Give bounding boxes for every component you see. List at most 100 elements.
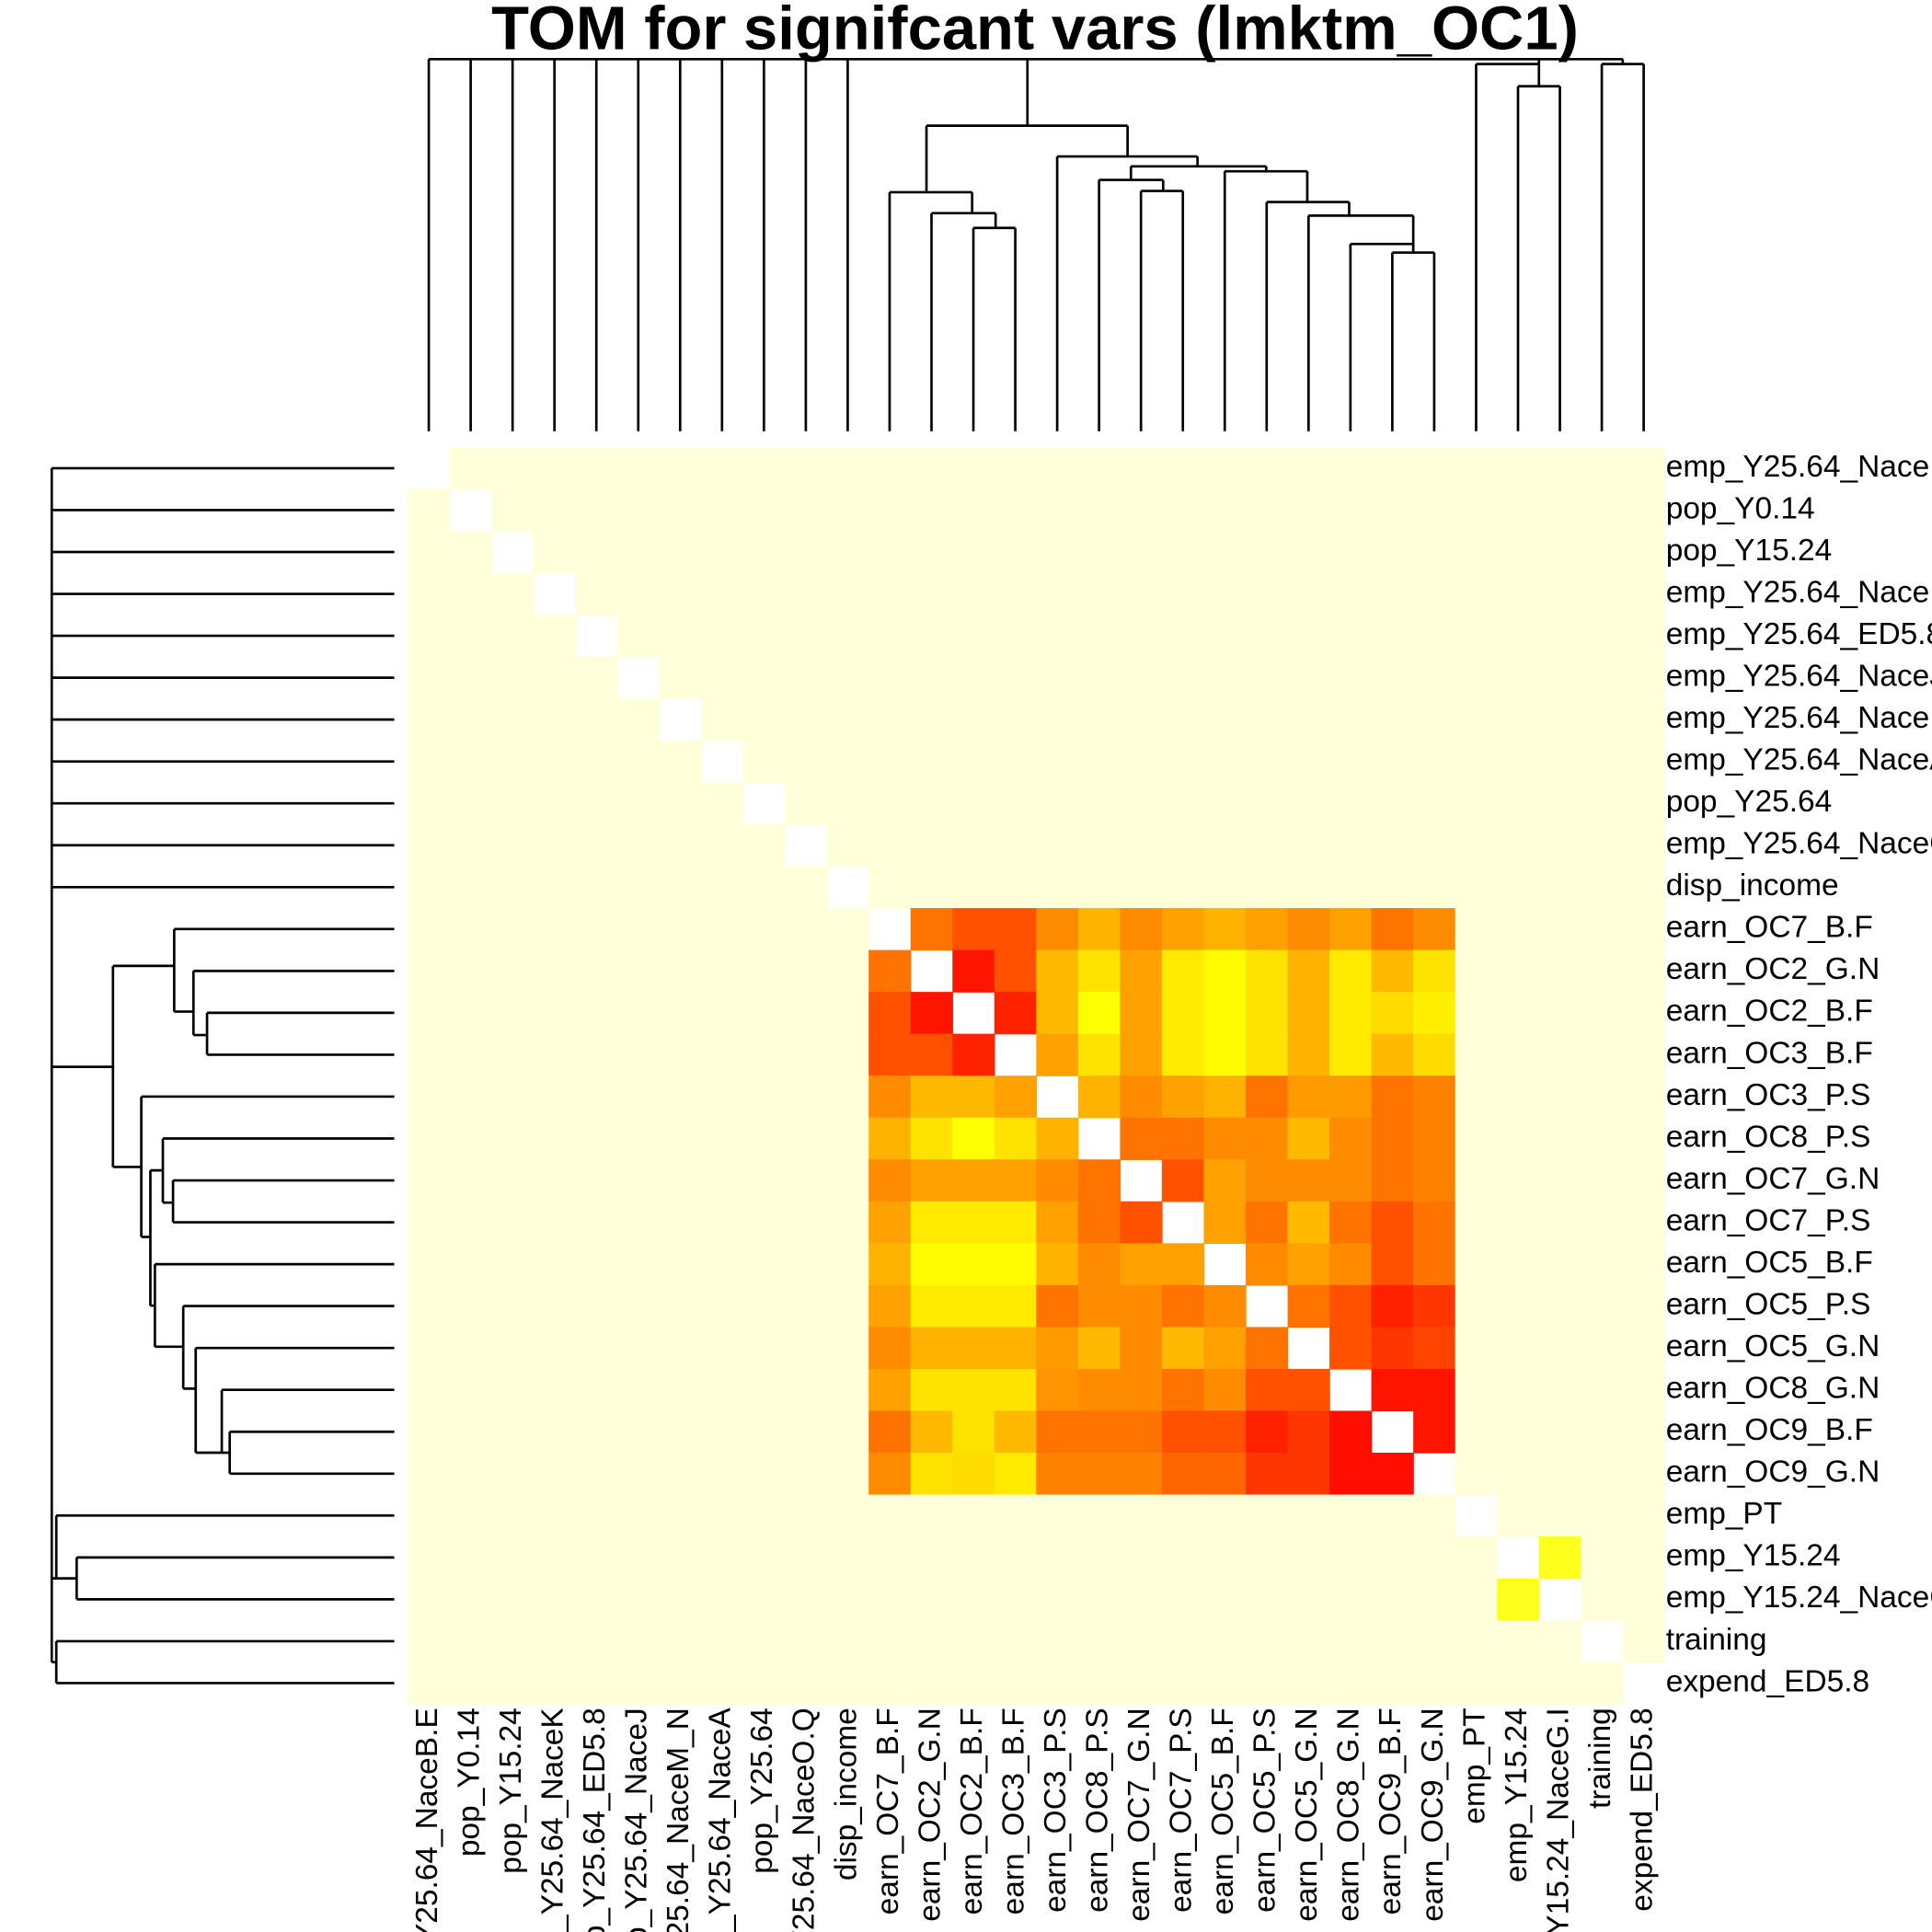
heatmap-cell: [1581, 1201, 1624, 1245]
heatmap-cell: [449, 949, 493, 993]
heatmap-cell: [533, 1201, 577, 1245]
row-label: earn_OC9_B.F: [1666, 1413, 1873, 1447]
heatmap-cell: [1622, 1453, 1666, 1496]
heatmap-cell: [826, 489, 869, 532]
heatmap-cell: [659, 1284, 702, 1328]
heatmap-cell: [994, 1662, 1038, 1705]
heatmap-cell: [1455, 1075, 1498, 1119]
heatmap-cell: [449, 1117, 493, 1160]
heatmap-cell: [1538, 1159, 1581, 1202]
heatmap-cell: [1371, 1033, 1414, 1076]
heatmap-cell: [1287, 782, 1330, 825]
heatmap-cell: [952, 782, 995, 825]
heatmap-cell: [1287, 656, 1330, 700]
heatmap-cell: [1036, 531, 1079, 574]
heatmap-cell: [533, 1453, 577, 1496]
heatmap-cell: [408, 1578, 451, 1621]
heatmap-cell: [910, 1578, 953, 1621]
heatmap-cell: [1329, 992, 1373, 1035]
heatmap-cell: [910, 1159, 953, 1202]
heatmap-cell: [1622, 992, 1666, 1035]
row-label: training: [1666, 1623, 1767, 1657]
heatmap-cell: [994, 1494, 1038, 1537]
heatmap-cell: [1538, 866, 1581, 909]
heatmap-cell: [1036, 1243, 1079, 1286]
heatmap-cell: [1622, 1201, 1666, 1245]
heatmap-cell: [1287, 1453, 1330, 1496]
heatmap-cell: [1161, 1243, 1205, 1286]
heatmap-cell: [1413, 992, 1456, 1035]
heatmap-cell: [616, 1201, 661, 1245]
heatmap-cell: [408, 1117, 451, 1160]
heatmap-cell: [449, 447, 493, 490]
heatmap-cell: [1497, 866, 1540, 909]
column-label: emp_Y15.24_NaceG.I: [1541, 1708, 1575, 1932]
heatmap-cell: [659, 866, 702, 909]
heatmap-cell: [575, 1536, 618, 1580]
heatmap-cell: [1077, 1033, 1121, 1076]
heatmap-cell: [1413, 1368, 1456, 1412]
column-label: earn_OC7_P.S: [1165, 1708, 1199, 1913]
heatmap-cell: [1161, 1620, 1205, 1663]
heatmap-cell: [952, 1453, 995, 1496]
heatmap-cell: [742, 1578, 786, 1621]
heatmap-cell: [1203, 1368, 1247, 1412]
heatmap-cell: [1455, 1620, 1498, 1663]
heatmap-cell: [952, 1536, 995, 1580]
heatmap-cell: [1077, 1368, 1121, 1412]
heatmap-cell: [1246, 908, 1289, 951]
heatmap-cell: [1120, 1662, 1163, 1705]
heatmap-cell: [1413, 489, 1456, 532]
heatmap-cell: [1120, 615, 1163, 658]
column-label: expend_ED5.8: [1625, 1708, 1659, 1911]
heatmap-cell: [533, 1159, 577, 1202]
heatmap-cell: [868, 992, 912, 1035]
heatmap-cell: [952, 531, 995, 574]
heatmap-cell: [1581, 1368, 1624, 1412]
heatmap-cell: [449, 1453, 493, 1496]
heatmap-cell: [491, 1662, 535, 1705]
heatmap-cell: [408, 615, 451, 658]
heatmap-cell: [1203, 823, 1247, 868]
heatmap-cell: [616, 1159, 661, 1202]
heatmap-cell: [533, 1284, 577, 1328]
heatmap-cell: [449, 782, 493, 825]
heatmap-cell: [1246, 447, 1289, 490]
column-label: earn_OC9_G.N: [1416, 1708, 1450, 1922]
heatmap-cell: [1497, 908, 1540, 951]
heatmap-cell: [910, 531, 953, 574]
heatmap-cell: [1203, 1662, 1247, 1705]
heatmap-cell: [742, 1201, 786, 1245]
heatmap-cell: [616, 572, 661, 615]
heatmap-cell: [1120, 866, 1163, 909]
heatmap-cell: [1036, 1117, 1079, 1160]
heatmap-cell: [1581, 823, 1624, 868]
column-label: pop_Y0.14: [452, 1708, 486, 1857]
heatmap-cell: [491, 656, 535, 700]
row-dendrogram: [50, 466, 395, 1685]
heatmap-cell: [408, 1494, 451, 1537]
heatmap-cell: [1203, 572, 1247, 615]
heatmap-cell: [659, 1662, 702, 1705]
heatmap-cell: [1120, 1620, 1163, 1663]
heatmap-cell: [1622, 1243, 1666, 1286]
heatmap-cell: [533, 1117, 577, 1160]
heatmap-cell: [1413, 866, 1456, 909]
heatmap-cell: [1413, 740, 1456, 784]
heatmap-cell: [575, 908, 618, 951]
row-label: earn_OC3_P.S: [1666, 1078, 1871, 1112]
heatmap-cell: [1161, 1494, 1205, 1537]
heatmap-cell: [408, 1536, 451, 1580]
heatmap-cell: [1371, 1536, 1414, 1580]
heatmap-cell: [1246, 823, 1289, 868]
heatmap-cell: [1538, 992, 1581, 1035]
heatmap-cell: [1455, 1243, 1498, 1286]
heatmap-cell: [910, 1453, 953, 1496]
heatmap-cell: [1287, 1201, 1330, 1245]
heatmap-cell: [491, 698, 535, 742]
heatmap-cell: [1036, 1368, 1079, 1412]
heatmap-cell: [742, 1284, 786, 1328]
heatmap-cell: [1036, 489, 1079, 532]
heatmap-cell: [1455, 1327, 1498, 1370]
heatmap-cell: [994, 1368, 1038, 1412]
